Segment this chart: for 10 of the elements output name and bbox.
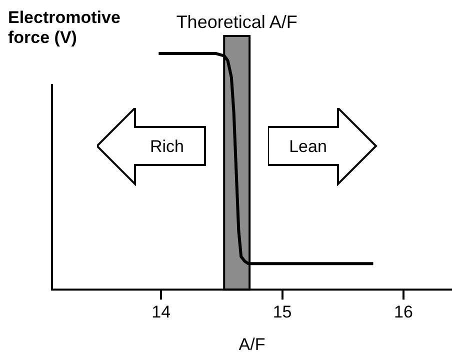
x-tick-label: 15 [272, 302, 292, 322]
x-tick-label: 14 [152, 302, 171, 322]
right-arrow-icon: Lean [268, 108, 378, 186]
band-label: Theoretical A/F [176, 12, 298, 32]
annotation: Lean [289, 137, 327, 156]
y-axis-title: Electromotive force (V) [8, 8, 120, 48]
left-arrow-icon: Rich [97, 108, 207, 186]
annotation: Rich [150, 137, 184, 156]
x-axis-title: A/F [238, 335, 266, 354]
x-tick-label: 16 [394, 302, 413, 322]
